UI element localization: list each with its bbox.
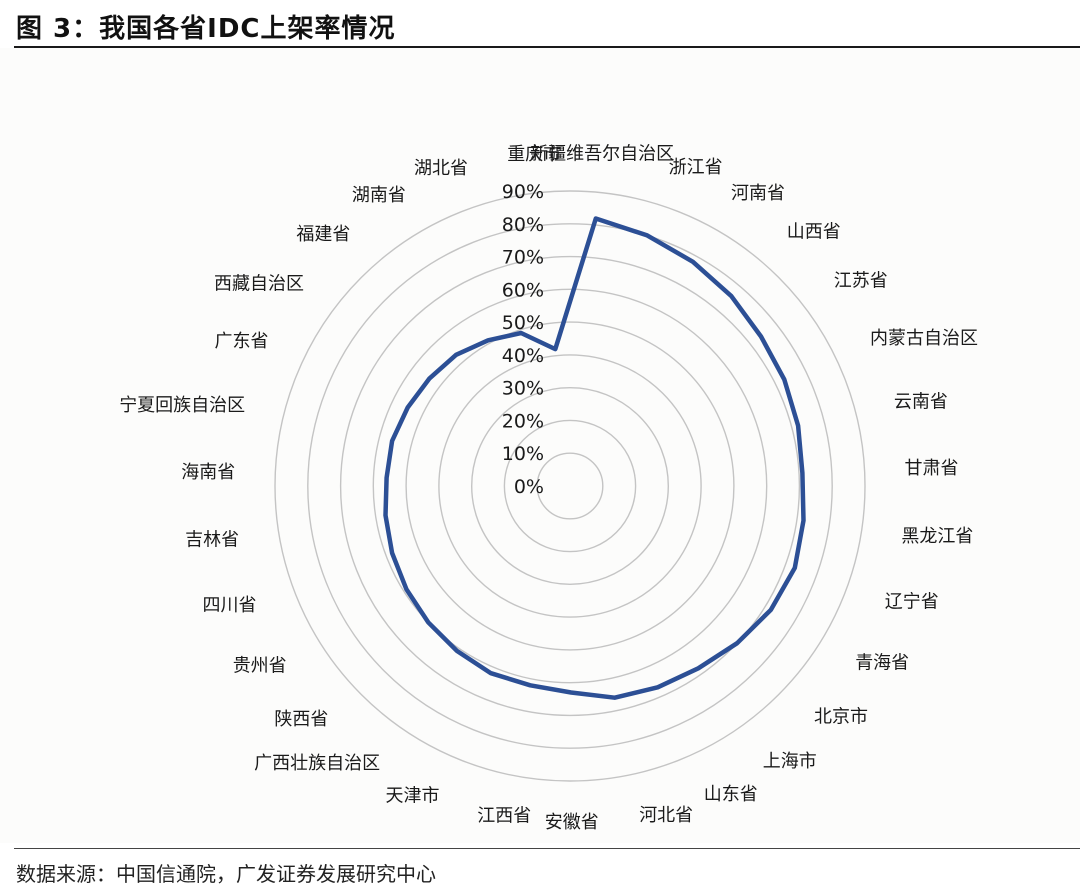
category-label: 四川省 <box>203 595 257 616</box>
category-label: 上海市 <box>763 751 817 772</box>
category-label: 贵州省 <box>233 656 287 677</box>
category-label: 新疆维吾尔自治区 <box>530 144 674 165</box>
category-label: 云南省 <box>894 391 948 412</box>
grid-ring <box>471 387 670 586</box>
grid-ring <box>372 288 768 684</box>
category-label: 湖南省 <box>352 185 406 206</box>
category-label: 河北省 <box>639 805 693 826</box>
footer-rule <box>14 848 1080 849</box>
category-label: 黑龙江省 <box>901 526 973 547</box>
radial-tick-label: 70% <box>502 247 544 269</box>
series-line <box>383 216 806 700</box>
grid-ring <box>405 321 735 651</box>
radial-tick-label: 0% <box>514 476 544 498</box>
category-label: 安徽省 <box>545 812 599 833</box>
radial-tick-label: 90% <box>502 181 544 203</box>
category-label: 浙江省 <box>669 157 723 178</box>
radial-tick-label: 30% <box>502 378 544 400</box>
radial-tick-label: 20% <box>502 410 544 432</box>
header-rule <box>14 46 1080 48</box>
category-label: 重庆市 <box>507 144 561 165</box>
grid-ring <box>339 255 801 717</box>
category-label: 湖北省 <box>414 158 468 179</box>
radial-tick-label: 50% <box>502 312 544 334</box>
category-label: 广西壮族自治区 <box>254 753 380 774</box>
grid-ring <box>503 419 637 553</box>
category-label: 内蒙古自治区 <box>870 328 978 349</box>
category-label: 山西省 <box>787 222 841 243</box>
grid-ring <box>438 354 702 618</box>
radial-tick-label: 60% <box>502 279 544 301</box>
category-label: 江苏省 <box>834 271 888 292</box>
figure-header: 图 3：我国各省IDC上架率情况 <box>0 0 1080 48</box>
category-label: 辽宁省 <box>885 592 939 613</box>
category-label: 天津市 <box>386 786 440 807</box>
category-labels: 新疆维吾尔自治区浙江省河南省山西省江苏省内蒙古自治区云南省甘肃省黑龙江省辽宁省青… <box>119 144 978 834</box>
category-label: 广东省 <box>215 331 269 352</box>
radar-rings <box>274 190 866 782</box>
category-label: 陕西省 <box>274 709 328 730</box>
category-label: 宁夏回族自治区 <box>119 395 245 416</box>
category-label: 海南省 <box>181 462 235 483</box>
radial-tick-label: 10% <box>502 443 544 465</box>
category-label: 青海省 <box>855 653 909 674</box>
grid-ring <box>307 223 833 749</box>
figure-title: 图 3：我国各省IDC上架率情况 <box>16 14 396 44</box>
grid-ring <box>536 452 604 520</box>
radial-tick-label: 80% <box>502 214 544 236</box>
source-note: 数据来源：中国信通院，广发证券发展研究中心 <box>16 862 436 886</box>
category-label: 吉林省 <box>185 530 239 551</box>
category-label: 河南省 <box>731 183 785 204</box>
category-label: 福建省 <box>296 224 350 245</box>
radar-chart: 0% 10% 20% 30% 40% 50% 60% 70% 80% 90% 新疆维吾尔自治区浙江… <box>119 144 978 834</box>
grid-ring <box>274 190 866 782</box>
chart-area: 0% 10% 20% 30% 40% 50% 60% 70% 80% 90% 新疆维吾尔自治区 浙江… <box>0 48 1080 843</box>
category-label: 西藏自治区 <box>214 273 304 294</box>
radial-tick-label: 40% <box>502 345 544 367</box>
category-label: 甘肃省 <box>905 458 959 479</box>
radial-tick-labels: 0% 10% 20% 30% 40% 50% 60% 70% 80% 90% <box>502 181 544 498</box>
radar-series <box>383 216 806 700</box>
category-label: 山东省 <box>704 784 758 805</box>
category-label: 江西省 <box>477 806 531 827</box>
category-label: 北京市 <box>814 707 868 728</box>
